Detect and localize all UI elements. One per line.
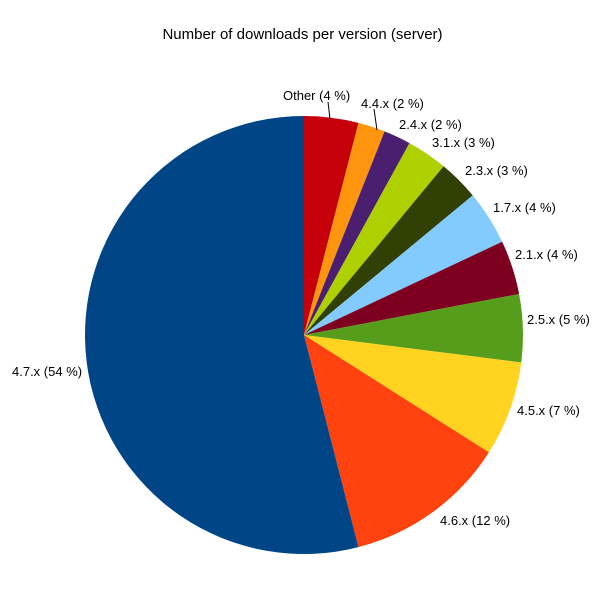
- pie-slice-4-7-x: [84, 116, 359, 554]
- pie-slice-4-4-x: [304, 122, 385, 335]
- label-leader-line: [373, 108, 378, 131]
- pie-slice-2-5-x: [304, 293, 523, 363]
- pie-slice-3-1-x: [304, 143, 444, 335]
- pie-slice-4-5-x: [304, 335, 522, 453]
- chart-title: Number of downloads per version (server): [162, 26, 443, 43]
- pie-slice-4-6-x: [304, 335, 489, 548]
- pie-slice-2-4-x: [304, 131, 410, 335]
- pie-slice-other: [304, 116, 359, 335]
- pie-slice-1-7-x: [304, 195, 503, 335]
- pie-slice-2-3-x: [304, 166, 473, 335]
- pie-slice-2-1-x: [304, 241, 520, 335]
- label-leader-line: [327, 101, 331, 120]
